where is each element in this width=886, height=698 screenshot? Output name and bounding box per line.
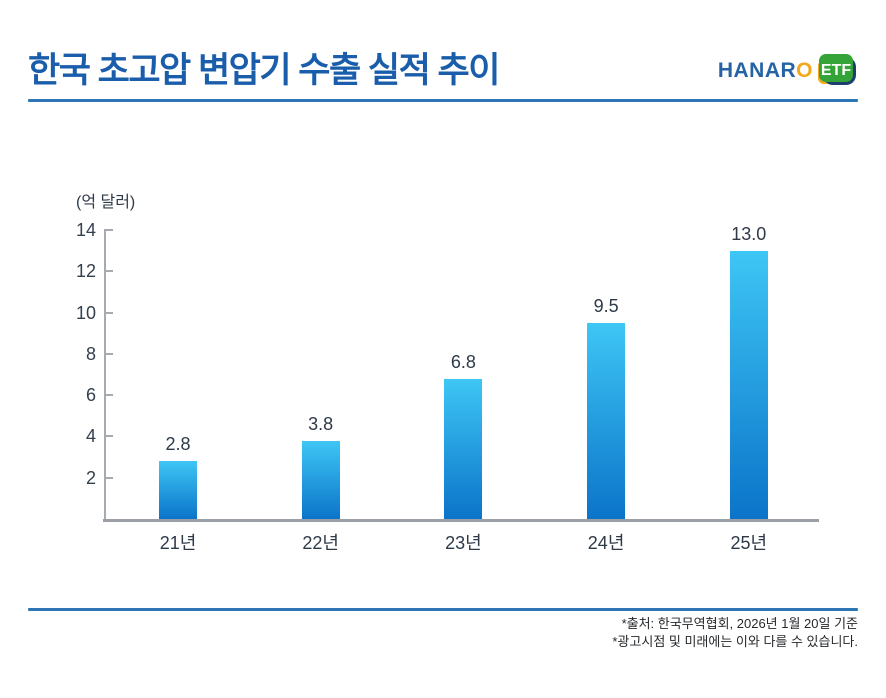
bar-value-label: 9.5: [593, 295, 619, 316]
hanaro-wordmark-o: O: [796, 58, 813, 82]
bar: [159, 461, 197, 519]
x-axis-baseline: [103, 519, 819, 522]
bar-value-label: 13.0: [731, 223, 767, 244]
svg-text:ETF: ETF: [821, 62, 851, 79]
y-tick-label: 14: [75, 220, 96, 240]
y-tick-mark: [106, 229, 113, 231]
bar-value-label: 2.8: [165, 434, 191, 455]
footer-divider: [28, 608, 858, 611]
y-tick-label: 8: [85, 343, 96, 364]
x-tick-label: 25년: [730, 533, 768, 553]
y-axis-line: [104, 229, 106, 522]
hanaro-wordmark-prefix: HANAR: [717, 58, 797, 82]
y-tick-label: 2: [85, 467, 96, 488]
hanaro-etf-logo: HANARO ETF: [718, 52, 858, 88]
x-tick-label: 21년: [159, 533, 197, 553]
y-tick-label: 10: [75, 302, 96, 323]
bar: [444, 378, 483, 519]
x-tick-label: 23년: [445, 533, 482, 553]
y-tick-label: 4: [85, 426, 96, 447]
bar-value-label: 3.8: [308, 413, 334, 434]
bar: [301, 440, 340, 519]
bar-value-label: 6.8: [450, 351, 476, 372]
header-divider: [28, 99, 858, 102]
etf-badge-icon: ETF: [818, 54, 856, 85]
hanaro-wordmark: HANARO: [718, 60, 813, 81]
footnotes: *출처: 한국무역협회, 2026년 1월 20일 기준 *광고시점 및 미래에…: [612, 615, 858, 651]
source-note: *출처: 한국무역협회, 2026년 1월 20일 기준: [621, 616, 858, 631]
y-tick-mark: [106, 352, 113, 355]
bar: [587, 322, 626, 519]
page-title: 한국 초고압 변압기 수출 실적 추이: [28, 51, 500, 90]
y-tick-mark: [106, 270, 113, 273]
y-axis-unit-label: (억 달러): [76, 194, 136, 211]
y-tick-mark: [106, 311, 113, 314]
y-tick-mark: [106, 435, 113, 438]
y-tick-label: 6: [85, 385, 96, 406]
y-tick-mark: [106, 394, 113, 397]
x-tick-label: 24년: [587, 533, 625, 553]
x-tick-label: 22년: [302, 533, 339, 553]
y-tick-mark: [106, 476, 113, 479]
disclaimer-note: *광고시점 및 미래에는 이와 다를 수 있습니다.: [612, 634, 858, 649]
bar: [729, 250, 768, 519]
y-tick-label: 12: [75, 261, 96, 282]
